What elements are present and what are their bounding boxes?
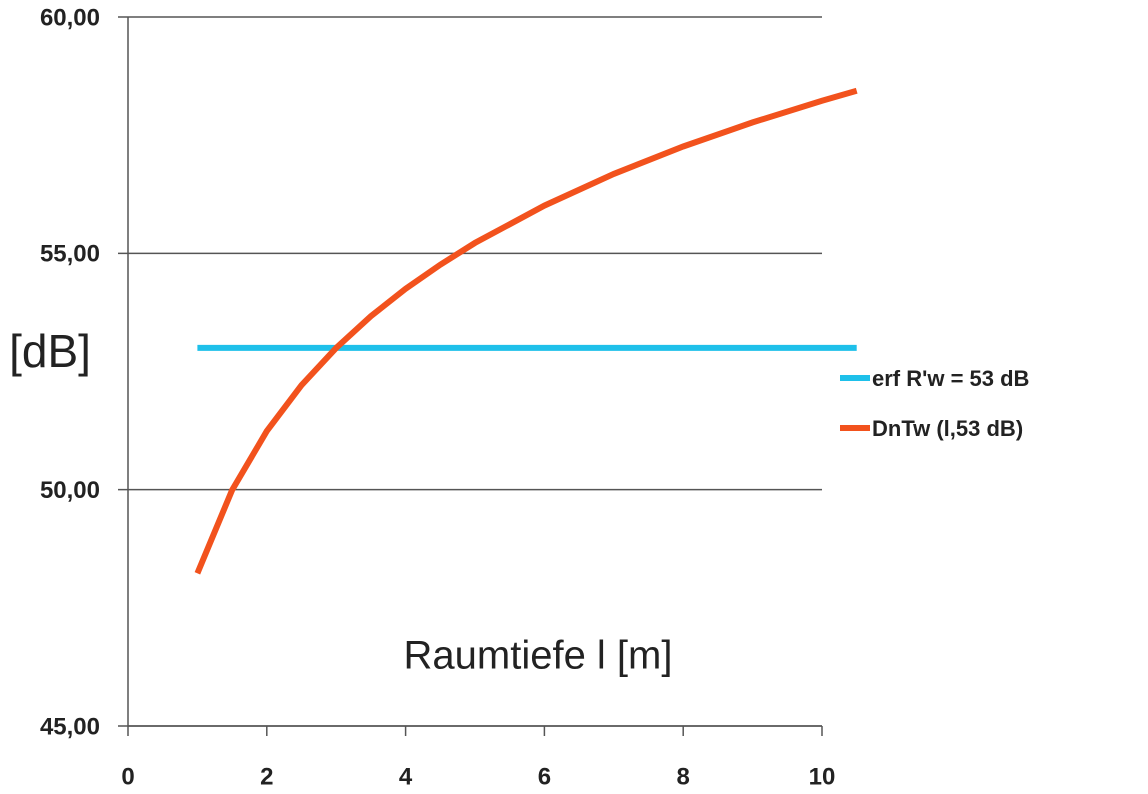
y-axis-label: [dB] bbox=[9, 325, 91, 377]
y-tick-label: 50,00 bbox=[40, 477, 100, 504]
y-tick-label: 45,00 bbox=[40, 713, 100, 740]
y-tick-label: 60,00 bbox=[40, 4, 100, 31]
y-tick-label: 55,00 bbox=[40, 241, 100, 268]
series-line bbox=[194, 87, 858, 575]
x-tick-label: 4 bbox=[399, 763, 413, 790]
x-tick-label: 6 bbox=[538, 763, 551, 790]
x-tick-label: 0 bbox=[121, 763, 134, 790]
legend-label: erf R'w = 53 dB bbox=[872, 366, 1029, 391]
legend-label: DnTw (l,53 dB) bbox=[872, 416, 1023, 441]
x-axis-label: Raumtiefe l [m] bbox=[404, 634, 673, 678]
x-tick-label: 10 bbox=[809, 763, 836, 790]
x-tick-label: 8 bbox=[677, 763, 690, 790]
x-tick-label: 2 bbox=[260, 763, 273, 790]
